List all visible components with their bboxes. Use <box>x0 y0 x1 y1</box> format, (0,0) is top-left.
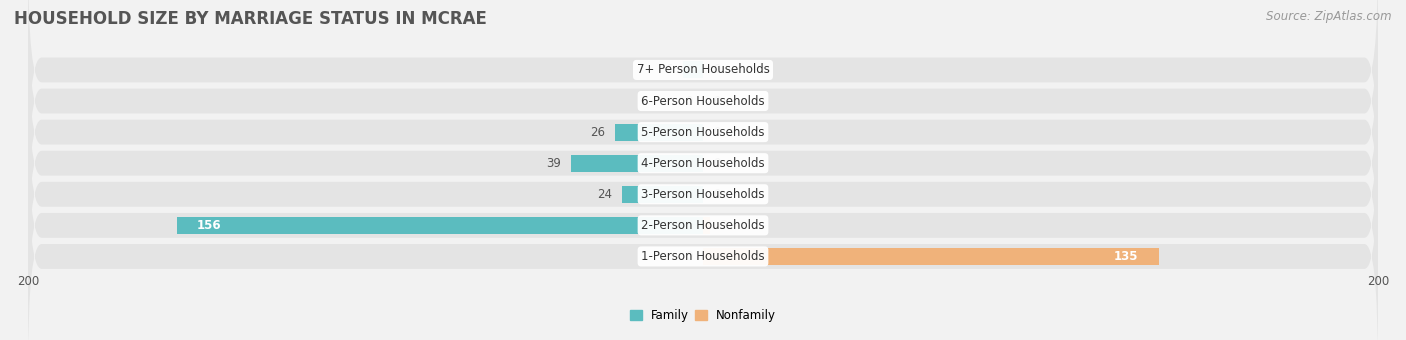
Legend: Family, Nonfamily: Family, Nonfamily <box>626 305 780 327</box>
Text: HOUSEHOLD SIZE BY MARRIAGE STATUS IN MCRAE: HOUSEHOLD SIZE BY MARRIAGE STATUS IN MCR… <box>14 10 486 28</box>
Bar <box>177 217 703 234</box>
Bar <box>616 123 703 141</box>
Bar <box>703 248 1159 265</box>
Text: 0: 0 <box>713 157 720 170</box>
Bar <box>571 155 703 172</box>
FancyBboxPatch shape <box>28 20 1378 244</box>
Text: 24: 24 <box>598 188 612 201</box>
Text: 39: 39 <box>547 157 561 170</box>
Text: 0: 0 <box>686 250 693 263</box>
Text: 2-Person Households: 2-Person Households <box>641 219 765 232</box>
Text: 0: 0 <box>713 188 720 201</box>
Text: 2: 2 <box>720 219 727 232</box>
FancyBboxPatch shape <box>28 0 1378 182</box>
Text: 0: 0 <box>686 95 693 107</box>
FancyBboxPatch shape <box>28 144 1378 340</box>
Text: 156: 156 <box>197 219 222 232</box>
Bar <box>683 62 703 79</box>
Text: 6: 6 <box>665 64 672 76</box>
Text: 0: 0 <box>713 64 720 76</box>
FancyBboxPatch shape <box>28 114 1378 337</box>
Text: 1-Person Households: 1-Person Households <box>641 250 765 263</box>
Bar <box>703 217 710 234</box>
Text: 4-Person Households: 4-Person Households <box>641 157 765 170</box>
Text: 7+ Person Households: 7+ Person Households <box>637 64 769 76</box>
Text: 5-Person Households: 5-Person Households <box>641 125 765 139</box>
Text: 6-Person Households: 6-Person Households <box>641 95 765 107</box>
FancyBboxPatch shape <box>28 51 1378 275</box>
Bar <box>621 186 703 203</box>
Text: 26: 26 <box>591 125 605 139</box>
Text: Source: ZipAtlas.com: Source: ZipAtlas.com <box>1267 10 1392 23</box>
Text: 3-Person Households: 3-Person Households <box>641 188 765 201</box>
FancyBboxPatch shape <box>28 82 1378 306</box>
Text: 135: 135 <box>1114 250 1139 263</box>
Text: 0: 0 <box>713 95 720 107</box>
FancyBboxPatch shape <box>28 0 1378 213</box>
Text: 0: 0 <box>713 125 720 139</box>
